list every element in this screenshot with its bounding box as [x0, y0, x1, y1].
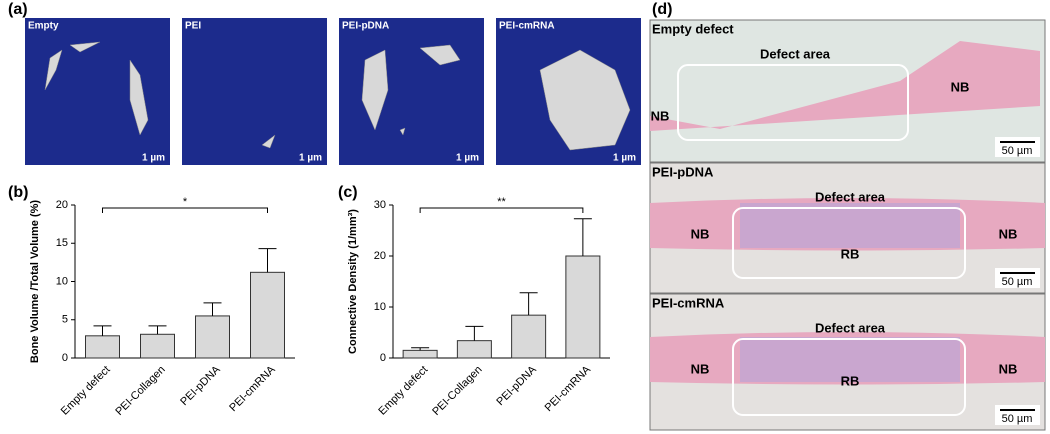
y-tick-label: 0 [380, 352, 386, 364]
x-tick-label: PEI-Collagen [113, 364, 167, 418]
region-label: Defect area [815, 189, 886, 204]
error-bar [258, 248, 277, 273]
significance-bracket [102, 207, 268, 213]
significance-label: * [183, 196, 188, 208]
region-label: Defect area [760, 46, 831, 61]
bar [456, 340, 492, 359]
y-tick-label: 15 [56, 237, 68, 249]
tissue-label: RB [841, 373, 860, 388]
y-axis-label: Bone Volume /Total Volume (%) [29, 200, 41, 364]
tissue-label: NB [651, 108, 670, 123]
bar [402, 349, 438, 359]
bar [140, 333, 175, 359]
micro-ct-label: PEI-cmRNA [499, 21, 555, 32]
histology-title: PEI-cmRNA [652, 295, 725, 310]
error-bar [203, 302, 222, 316]
error-bar [519, 292, 538, 316]
error-bar [93, 325, 112, 336]
y-tick-label: 10 [374, 301, 386, 313]
histology-title: PEI-pDNA [652, 164, 714, 179]
panel-label: (c) [338, 184, 358, 201]
defect-box [677, 64, 909, 141]
micro-ct-label: Empty [28, 21, 59, 32]
error-bar [411, 347, 430, 351]
micro-ct-image [339, 18, 484, 165]
micro-ct-image [182, 18, 327, 165]
region-label: Defect area [815, 320, 886, 335]
scale-label: 50 µm [1002, 413, 1033, 425]
y-tick-label: 20 [374, 250, 386, 262]
x-tick-label: PEI-pDNA [178, 363, 223, 408]
micro-ct-image [25, 18, 170, 165]
panel-label: (a) [8, 1, 28, 18]
x-tick-label: PEI-pDNA [494, 363, 539, 408]
y-tick-label: 0 [62, 352, 68, 364]
bar [511, 314, 547, 359]
tissue-label: NB [951, 79, 970, 94]
error-bar [465, 325, 484, 341]
defect-core [740, 337, 960, 382]
tissue-label: NB [691, 361, 710, 376]
bone-fragment [399, 127, 406, 136]
x-tick-label: PEI-cmRNA [227, 363, 278, 414]
significance-bracket [419, 207, 584, 213]
bone-fragment [129, 59, 149, 136]
scale-label: 50 µm [1002, 145, 1033, 157]
scale-label: 1 µm [142, 153, 165, 164]
x-tick-label: PEI-Collagen [430, 364, 484, 418]
y-tick-label: 20 [56, 199, 68, 211]
x-tick-label: PEI-cmRNA [543, 363, 594, 414]
micro-ct-label: PEI-pDNA [342, 21, 389, 32]
bar [250, 271, 285, 359]
bar [85, 335, 120, 359]
tissue-label: NB [691, 226, 710, 241]
bone-fragment [361, 49, 389, 131]
micro-ct-label: PEI [185, 21, 201, 32]
panel-label: (d) [652, 1, 672, 18]
bone-fragment [69, 41, 101, 53]
y-tick-label: 30 [374, 199, 386, 211]
tissue [650, 41, 1040, 131]
histology-title: Empty defect [652, 21, 734, 36]
bone-fragment [261, 134, 276, 149]
bone-fragment [419, 44, 461, 66]
panel-label: (b) [8, 184, 28, 201]
defect-box [732, 338, 966, 416]
defect-box [732, 207, 966, 279]
tissue-label: NB [999, 361, 1018, 376]
tissue-label: RB [841, 246, 860, 261]
y-tick-label: 10 [56, 275, 68, 287]
x-tick-label: Empty defect [59, 364, 113, 418]
defect-core [740, 203, 960, 248]
significance-label: ** [497, 196, 506, 208]
y-tick-label: 5 [62, 314, 68, 326]
scale-label: 50 µm [1002, 276, 1033, 288]
x-tick-label: Empty defect [376, 364, 430, 418]
scale-label: 1 µm [299, 153, 322, 164]
scale-label: 1 µm [613, 153, 636, 164]
bone-fragment [44, 49, 63, 91]
bar [565, 255, 601, 359]
error-bar [573, 218, 592, 256]
tissue-label: NB [999, 226, 1018, 241]
error-bar [148, 325, 167, 335]
bone-fragment [539, 49, 631, 151]
bar [195, 315, 230, 359]
scale-label: 1 µm [456, 153, 479, 164]
y-axis-label: Connective Density (1/mm³) [347, 209, 359, 354]
